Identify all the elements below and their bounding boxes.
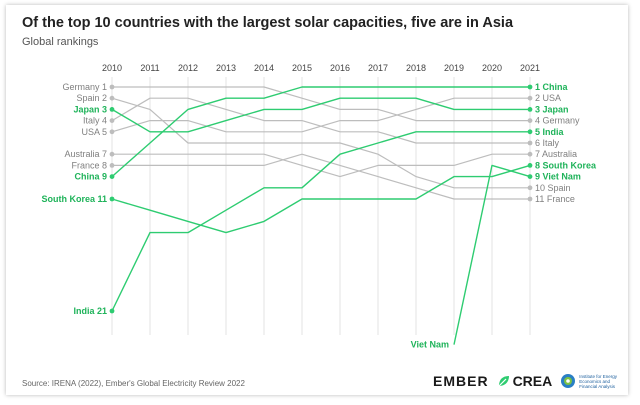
start-label-china: China 9 (74, 172, 107, 182)
gridlines (111, 77, 531, 335)
series-line-spain (111, 97, 530, 189)
end-label-italy: 6 Italy (535, 138, 560, 148)
series-line-china (111, 86, 530, 178)
series-line-india (111, 131, 530, 312)
x-tick-label: 2021 (520, 63, 540, 73)
x-tick-label: 2018 (406, 63, 426, 73)
end-point-france (527, 196, 533, 202)
series-endpoints (109, 84, 533, 314)
start-point-france (109, 163, 115, 168)
ieefa-logo: Institute for Energy Economics and Finan… (560, 373, 623, 389)
series-line-south-korea (111, 164, 531, 234)
series-line-viet-nam (453, 164, 531, 345)
end-point-italy (527, 140, 533, 146)
end-point-usa (527, 95, 533, 101)
start-label-viet-nam: Viet Nam (411, 340, 449, 350)
end-point-india (527, 129, 533, 135)
end-point-germany (527, 118, 533, 123)
start-label-france: France 8 (71, 160, 107, 170)
x-tick-label: 2016 (330, 63, 350, 73)
series-line-france (112, 153, 530, 200)
series-lines (111, 86, 531, 345)
series-labels: Germany 1 4 Germany Spain 2 10 Spain Italy 4… (41, 82, 597, 350)
start-label-usa: USA 5 (81, 127, 107, 137)
crea-text: CREA (512, 373, 553, 389)
end-label-usa: 2 USA (535, 93, 561, 103)
x-tick-label: 2015 (292, 63, 312, 73)
ieefa-text: Institute for Energy Economics and Finan… (579, 373, 618, 389)
x-tick-label: 2014 (254, 63, 274, 73)
start-label-germany: Germany 1 (62, 82, 107, 92)
end-point-australia (527, 151, 533, 157)
start-point-australia (109, 151, 115, 157)
end-point-south-korea (527, 163, 533, 168)
end-point-japan (527, 107, 533, 112)
end-point-spain (527, 185, 533, 191)
start-label-japan: Japan 3 (73, 104, 107, 114)
start-point-spain (109, 95, 115, 101)
start-label-south-korea: South Korea 11 (41, 194, 107, 204)
ieefa-globe-icon (561, 374, 576, 388)
start-label-india: India 21 (73, 306, 107, 316)
crea-leaf-icon (498, 376, 509, 387)
start-point-india (109, 308, 115, 314)
logos: EMBER CREA Institute for Energy Economic… (433, 372, 623, 390)
start-point-south-korea (109, 196, 115, 202)
x-tick-label: 2019 (444, 63, 464, 73)
bump-chart: 2010 2011 2012 2013 2014 2015 2016 2017 2018 2019… (41, 63, 597, 350)
end-label-japan: 3 Japan (535, 104, 569, 114)
x-tick-label: 2012 (178, 63, 198, 73)
start-label-italy: Italy 4 (83, 116, 107, 126)
x-tick-label: 2013 (216, 63, 236, 73)
start-label-spain: Spain 2 (76, 93, 107, 103)
x-axis-ticks: 2010 2011 2012 2013 2014 2015 2016 2017 2018 2019… (102, 63, 540, 73)
chart-card: Of the top 10 countries with the largest… (6, 5, 628, 395)
x-tick-label: 2020 (482, 63, 502, 73)
start-point-italy (109, 118, 115, 123)
end-label-france: 11 France (535, 194, 575, 204)
source-note: Source: IRENA (2022), Ember's Global Ele… (22, 379, 245, 388)
x-tick-label: 2010 (102, 63, 122, 73)
end-label-south-korea: 8 South Korea (535, 160, 597, 170)
ember-logo: EMBER (433, 373, 489, 389)
start-label-australia: Australia 7 (64, 149, 107, 159)
series-line-usa (111, 97, 530, 133)
end-label-spain: 10 Spain (535, 183, 571, 193)
x-tick-label: 2017 (368, 63, 388, 73)
start-point-usa (109, 129, 115, 135)
start-point-japan (109, 107, 115, 112)
end-point-china (527, 84, 533, 90)
x-tick-label: 2011 (140, 63, 159, 73)
series-line-japan (111, 97, 530, 133)
end-label-australia: 7 Australia (535, 149, 577, 159)
start-point-germany (109, 84, 115, 90)
start-point-china (109, 174, 115, 180)
end-label-india: 5 India (535, 127, 565, 137)
crea-logo: CREA (497, 373, 553, 389)
chart-subtitle: Global rankings (22, 36, 99, 48)
end-label-germany: 4 Germany (535, 116, 580, 126)
end-label-viet-nam: 9 Viet Nam (535, 172, 581, 182)
end-label-china: 1 China (535, 82, 569, 92)
end-point-viet-nam (527, 174, 533, 180)
chart-title: Of the top 10 countries with the largest… (22, 15, 514, 31)
